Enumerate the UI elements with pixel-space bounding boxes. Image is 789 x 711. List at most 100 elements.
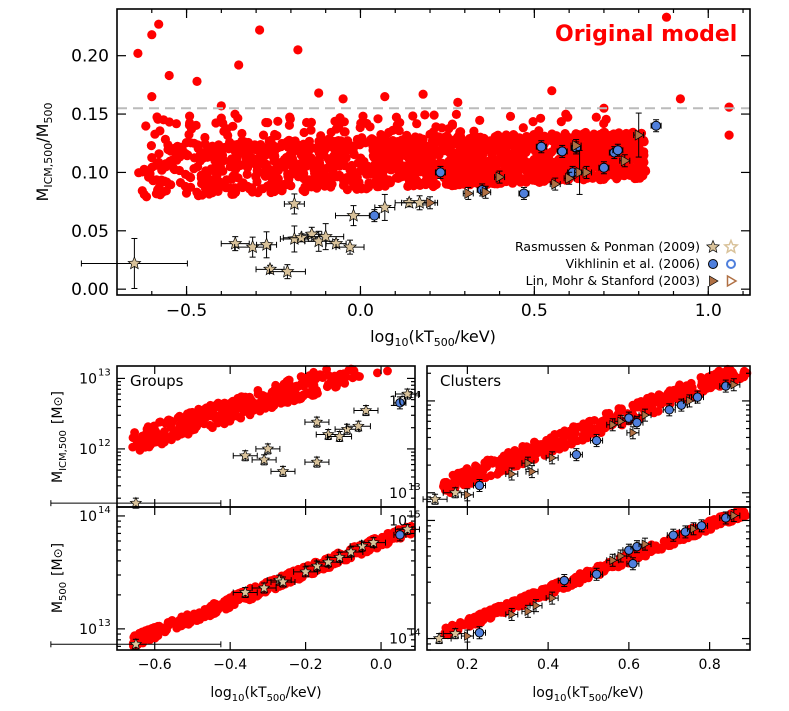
model-point	[256, 140, 266, 150]
obs-point-circle	[612, 145, 623, 156]
model-point	[147, 92, 157, 102]
model-point	[512, 161, 522, 172]
model-point	[624, 130, 634, 140]
ytick-exponent: 13	[98, 618, 111, 629]
model-point	[141, 121, 151, 131]
model-point	[529, 133, 539, 143]
model-point	[567, 439, 576, 449]
model-point	[589, 144, 600, 154]
model-point	[467, 614, 477, 624]
top-panel-frame	[116, 8, 751, 296]
model-point	[561, 109, 571, 119]
model-point	[245, 392, 255, 402]
obs-point-star	[276, 575, 290, 588]
obs-point-circle	[721, 381, 731, 391]
ytick-label: 10	[389, 394, 407, 410]
model-point	[185, 111, 195, 121]
model-point	[429, 110, 439, 120]
top-xlabel: log10(kT500/keV)	[370, 327, 496, 349]
model-point	[405, 143, 415, 154]
model-point	[193, 162, 203, 172]
model-point	[617, 132, 627, 142]
model-point	[383, 366, 392, 376]
model-point	[517, 593, 527, 603]
clusters-xlabel: log10(kT500/keV)	[532, 685, 643, 704]
model-point	[477, 140, 487, 150]
model-point	[213, 418, 223, 428]
model-point	[204, 183, 215, 193]
model-point	[365, 122, 375, 132]
model-point	[386, 165, 397, 175]
xtick-label: 0.4	[537, 657, 559, 673]
model-point	[272, 183, 283, 193]
obs-point-circle	[369, 210, 380, 221]
model-point	[130, 428, 140, 437]
model-point	[402, 130, 412, 140]
model-point	[444, 124, 454, 134]
model-point	[304, 141, 315, 151]
model-point	[514, 153, 525, 163]
legend-circle-filled-icon	[708, 259, 718, 269]
model-point	[724, 102, 734, 112]
model-point	[243, 399, 253, 409]
model-point	[567, 152, 578, 162]
model-point	[497, 157, 507, 168]
model-point	[528, 175, 538, 185]
model-point	[237, 128, 247, 139]
model-point	[373, 368, 382, 378]
model-point	[418, 89, 428, 99]
legend-lin-label: Lin, Mohr & Stanford (2003)	[526, 273, 700, 288]
model-point	[293, 45, 303, 55]
obs-point-star	[367, 536, 380, 549]
model-point	[632, 400, 642, 409]
model-point	[420, 110, 430, 120]
model-point	[422, 141, 432, 151]
obs-point-circle	[591, 435, 602, 446]
model-point	[518, 123, 528, 133]
model-point	[230, 183, 240, 193]
model-point	[154, 149, 164, 159]
model-point	[484, 458, 494, 468]
model-point	[222, 401, 232, 410]
model-point	[135, 445, 145, 455]
model-point	[299, 127, 309, 138]
model-point	[600, 127, 610, 137]
model-point	[223, 130, 233, 141]
groups-bottom-frame	[116, 506, 416, 651]
model-point	[459, 176, 469, 186]
model-point	[589, 136, 599, 146]
model-point	[327, 375, 337, 385]
obs-point-star	[321, 555, 335, 568]
model-point	[448, 168, 458, 178]
model-point	[198, 406, 208, 416]
model-point	[276, 385, 285, 395]
groups-top-points	[50, 364, 420, 509]
model-point	[155, 126, 165, 136]
model-point	[373, 114, 383, 124]
model-point	[233, 400, 243, 409]
model-point	[712, 377, 721, 387]
model-point	[614, 404, 624, 413]
model-point	[285, 112, 295, 122]
obs-point-triangle	[464, 490, 473, 500]
model-point	[496, 608, 506, 617]
model-point	[338, 180, 349, 190]
top-xtick-label: 1.0	[695, 301, 722, 321]
model-point	[641, 166, 651, 176]
obs-point-star	[310, 559, 324, 572]
model-point	[186, 418, 195, 427]
obs-point-star	[299, 565, 312, 578]
model-point	[143, 627, 153, 637]
obs-point-circle	[624, 545, 634, 555]
model-point	[493, 469, 502, 479]
obs-point-triangle	[524, 606, 533, 617]
model-point	[451, 109, 461, 119]
model-point	[662, 390, 672, 400]
legend-star-open-icon	[722, 238, 740, 254]
model-point	[197, 190, 207, 200]
model-point	[469, 126, 479, 136]
model-point	[356, 118, 366, 128]
model-point	[295, 394, 305, 403]
model-point	[276, 157, 286, 167]
ytick-label: 10	[389, 632, 407, 648]
